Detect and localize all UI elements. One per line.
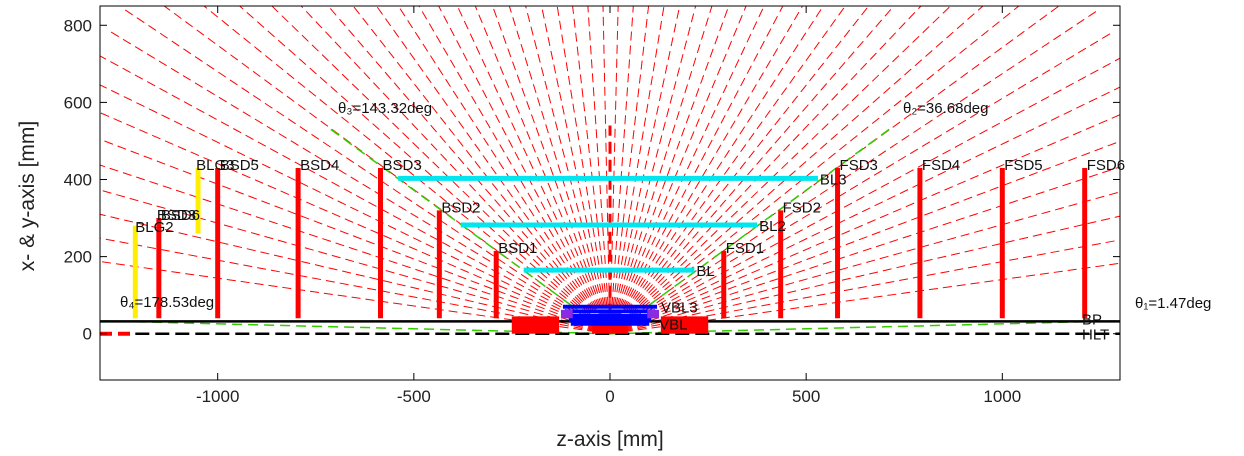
disk-label: FSD2 [783, 199, 821, 216]
inner-disk-block [527, 316, 544, 334]
inner-disk-block [692, 316, 709, 334]
detector-elements [100, 125, 1120, 336]
eta-ray [609, 6, 665, 334]
eta-ray [525, 6, 611, 334]
disk-label: BSD1 [498, 240, 537, 257]
barrel-label: VBL [659, 317, 687, 334]
inner-disk-block [543, 316, 560, 334]
angle-label: θ₂=36.68deg [903, 100, 989, 117]
hlt-label: HLT [1082, 327, 1109, 344]
y-tick-label: 200 [64, 248, 92, 267]
eta-ray [609, 6, 619, 334]
x-tick-label: 500 [792, 387, 820, 406]
eta-ray [541, 6, 611, 334]
eta-ray [474, 6, 611, 334]
angle-label: θ₃=143.32deg [338, 100, 432, 117]
element-labels: FSD1 FSD2 FSD3 FSD4 FSD5 FSD6 BSD1 BSD2 BSD3 BSD4… [120, 100, 1211, 344]
barrel-label: BL2 [759, 218, 786, 235]
inner-disk-block [511, 316, 528, 334]
barrel-label: VBL3 [661, 300, 698, 317]
blg2-label: BLG2 [135, 219, 173, 236]
pixel-endcap [647, 309, 660, 319]
bp-label: BP [1082, 311, 1102, 328]
x-tick-label: 1000 [983, 387, 1021, 406]
x-tick-label: -1000 [196, 387, 239, 406]
eta-ray [609, 6, 697, 334]
y-tick-label: 800 [64, 16, 92, 35]
x-tick-label: 0 [605, 387, 614, 406]
x-tick-label: -500 [397, 387, 431, 406]
y-tick-label: 400 [64, 171, 92, 190]
disk-label: FSD4 [922, 157, 960, 174]
disk-label: FSD1 [726, 240, 764, 257]
eta-ray [418, 6, 611, 334]
eta-ray [108, 30, 611, 335]
inner-disk-block [660, 316, 677, 334]
angle-line [326, 125, 611, 335]
bsd3-extra-label: BSD3 [157, 207, 196, 224]
disk-label: FSD5 [1004, 157, 1042, 174]
eta-ray [609, 57, 1120, 335]
y-tick-label: 0 [83, 325, 92, 344]
y-axis-label: x- & y-axis [mm] [16, 121, 39, 272]
barrel-label: BL [696, 263, 714, 280]
eta-ray [609, 6, 952, 335]
eta-ray [508, 6, 611, 334]
eta-ray [609, 86, 1120, 335]
x-axis-label: z-axis [mm] [556, 428, 663, 451]
pixel-endcap [560, 309, 573, 319]
eta-ray [100, 237, 611, 335]
barrel-label: BL3 [820, 171, 847, 188]
eta-ray [609, 239, 1120, 335]
eta-ray [609, 6, 765, 334]
disk-label: BSD4 [300, 157, 339, 174]
disk-label: BSD5 [220, 157, 259, 174]
axes: -1000 -500 0 500 1000 0 200 400 600 800 [64, 6, 1120, 406]
disk-label: BSD6 [161, 207, 200, 224]
blg3-label: BLG3 [196, 157, 234, 174]
disk-label: BSD2 [441, 199, 480, 216]
eta-ray [609, 6, 713, 334]
angle-label: θ₁=1.47deg [1135, 295, 1211, 312]
eta-ray [100, 55, 611, 335]
eta-ray [609, 31, 1113, 335]
disk-label: FSD3 [840, 157, 878, 174]
eta-ray [100, 213, 611, 335]
y-tick-label: 600 [64, 93, 92, 112]
disk-label: FSD6 [1087, 157, 1125, 174]
angle-label: θ₄=178.53deg [120, 294, 214, 311]
disk-label: BSD3 [383, 157, 422, 174]
angle-line [609, 125, 894, 335]
inner-disk-block [676, 316, 693, 334]
